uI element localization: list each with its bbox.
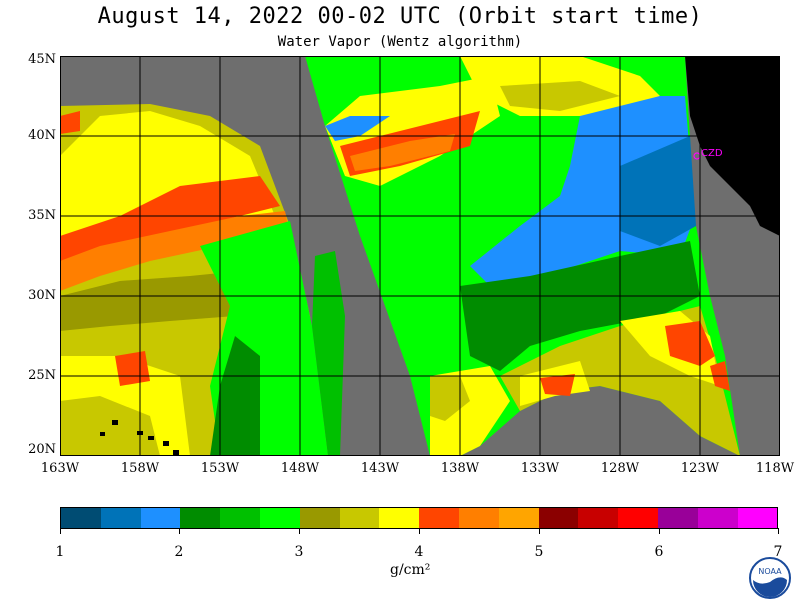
lon-label-148w: 148W: [280, 461, 320, 476]
lon-label-153w: 153W: [200, 461, 240, 476]
colorbar: [60, 507, 779, 529]
water-vapor-map[interactable]: CZD: [60, 56, 780, 456]
lon-label-123w: 123W: [680, 461, 720, 476]
lon-label-143w: 143W: [360, 461, 400, 476]
colorbar-tick-1: 1: [55, 544, 65, 560]
map-subtitle: Water Vapor (Wentz algorithm): [277, 34, 523, 50]
colorbar-tick-2: 2: [174, 544, 184, 560]
lon-label-163w: 163W: [40, 461, 80, 476]
lat-label-30n: 30N: [28, 288, 56, 303]
colorbar-segment: [538, 508, 579, 528]
colorbar-segment: [419, 508, 459, 528]
colorbar-segment: [737, 508, 778, 528]
colorbar-tick-6: 6: [654, 544, 664, 560]
colorbar-tick-5: 5: [534, 544, 544, 560]
colorbar-segment: [180, 508, 221, 528]
lat-lon-grid: [60, 56, 780, 456]
station-label: CZD: [701, 148, 723, 159]
lon-label-133w: 133W: [520, 461, 560, 476]
colorbar-segment: [61, 508, 101, 528]
colorbar-segment: [578, 508, 619, 528]
colorbar-segment: [498, 508, 539, 528]
lon-label-128w: 128W: [600, 461, 640, 476]
colorbar-segment: [458, 508, 499, 528]
colorbar-tickmark: [659, 528, 660, 534]
east-swath: [305, 56, 740, 456]
west-swath: [60, 104, 345, 456]
colorbar-segment: [299, 508, 340, 528]
lon-label-118w: 118W: [755, 461, 795, 476]
lat-label-40n: 40N: [28, 128, 56, 143]
colorbar-segment: [259, 508, 300, 528]
lat-label-45n: 45N: [28, 52, 56, 67]
colorbar-tick-3: 3: [294, 544, 304, 560]
map-title: August 14, 2022 00-02 UTC (Orbit start t…: [97, 4, 703, 29]
colorbar-tickmark: [539, 528, 540, 534]
colorbar-segment: [657, 508, 698, 528]
colorbar-segment: [140, 508, 181, 528]
lat-label-35n: 35N: [28, 208, 56, 223]
colorbar-tickmark: [179, 528, 180, 534]
colorbar-segment: [697, 508, 738, 528]
noaa-logo: NOAA: [749, 557, 791, 599]
colorbar-tickmark: [778, 528, 779, 534]
noaa-logo-text: NOAA: [758, 567, 782, 576]
colorbar-units: g/cm²: [390, 562, 431, 578]
colorbar-tickmark: [60, 528, 61, 534]
colorbar-segment: [339, 508, 380, 528]
colorbar-segment: [220, 508, 260, 528]
lon-label-158w: 158W: [120, 461, 160, 476]
map-frame: [60, 56, 780, 456]
land-california: [685, 56, 780, 236]
colorbar-tick-4: 4: [414, 544, 424, 560]
lat-label-20n: 20N: [28, 442, 56, 457]
colorbar-tickmark: [299, 528, 300, 534]
colorbar-tick-7: 7: [773, 544, 783, 560]
lon-label-138w: 138W: [440, 461, 480, 476]
colorbar-segment: [379, 508, 420, 528]
lat-label-25n: 25N: [28, 368, 56, 383]
colorbar-segment: [618, 508, 658, 528]
colorbar-segment: [100, 508, 141, 528]
colorbar-tickmark: [419, 528, 420, 534]
